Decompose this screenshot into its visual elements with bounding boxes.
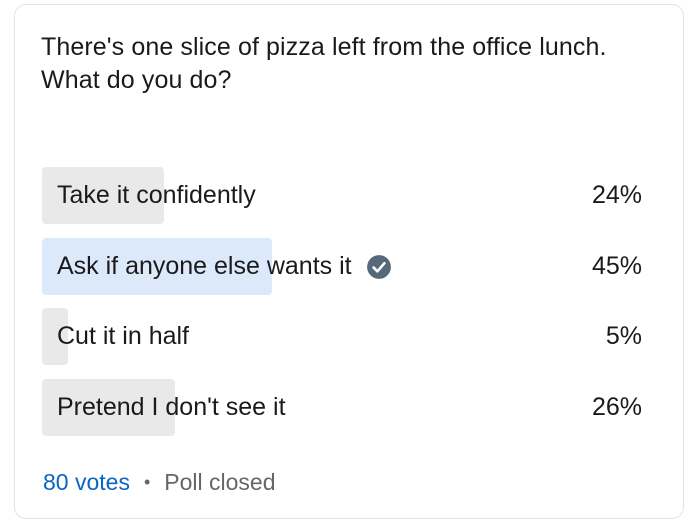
poll-result-bar xyxy=(42,379,175,436)
poll-option-text: Cut it in half xyxy=(57,322,190,350)
poll-option-text: Pretend I don't see it xyxy=(57,393,286,421)
poll-option-percent: 5% xyxy=(605,322,642,350)
poll-result-bar xyxy=(42,167,164,224)
poll-question: There's one slice of pizza left from the… xyxy=(41,33,607,94)
poll-card: There's one slice of pizza left from the… xyxy=(14,4,684,519)
poll-option-label: Ask if anyone else wants it xyxy=(57,238,392,295)
poll-result-bar xyxy=(42,238,272,295)
poll-option-label: Pretend I don't see it xyxy=(57,379,286,436)
check-circle-icon xyxy=(366,254,391,279)
poll-status: Poll closed xyxy=(164,469,276,495)
poll-option-text: Ask if anyone else wants it xyxy=(57,252,352,280)
vote-count-link[interactable]: 80 votes xyxy=(43,469,130,495)
separator-dot: • xyxy=(143,472,151,492)
poll-result-bar xyxy=(42,308,68,365)
poll-option-percent: 24% xyxy=(591,181,642,209)
poll-option-selected: Ask if anyone else wants it 45% xyxy=(42,238,642,295)
poll-option: Cut it in half 5% xyxy=(42,308,642,365)
poll-option-label: Cut it in half xyxy=(57,308,189,365)
poll-option: Take it confidently 24% xyxy=(42,167,642,224)
poll-option-text: Take it confidently xyxy=(57,181,256,209)
poll-option-percent: 45% xyxy=(591,252,642,280)
poll-footer: 80 votes • Poll closed xyxy=(43,467,276,497)
poll-option-label: Take it confidently xyxy=(57,167,256,224)
poll-option-percent: 26% xyxy=(591,393,642,421)
poll-option: Pretend I don't see it 26% xyxy=(42,379,642,436)
